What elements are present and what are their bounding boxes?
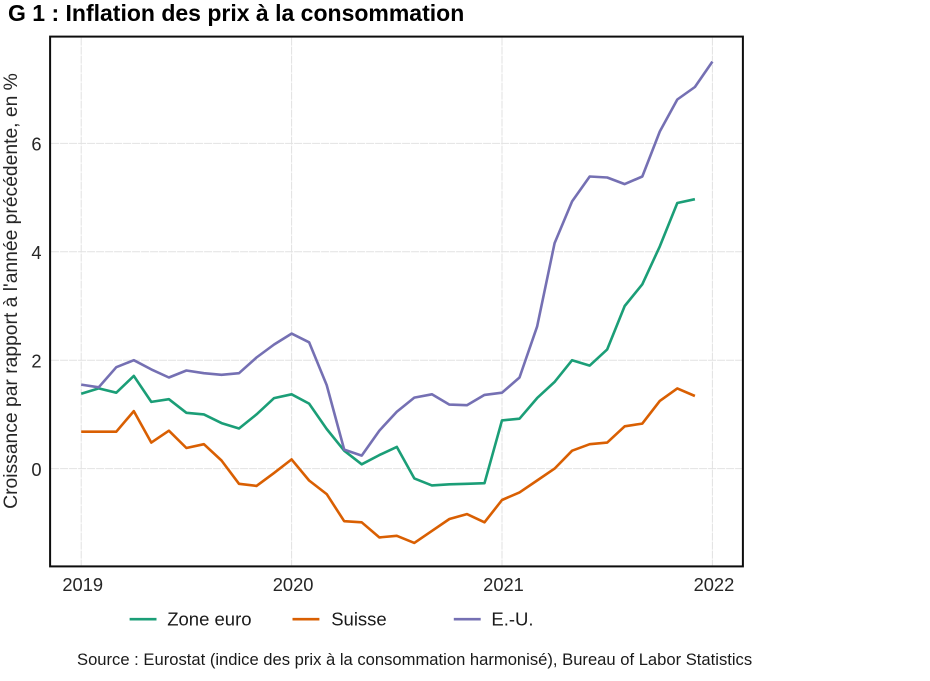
- svg-text:G 1 : Inflation des prix à la: G 1 : Inflation des prix à la consommati…: [8, 0, 464, 26]
- svg-text:Source : Eurostat (indice des: Source : Eurostat (indice des prix à la …: [77, 650, 752, 669]
- svg-text:6: 6: [31, 134, 41, 155]
- svg-text:2: 2: [31, 351, 41, 372]
- svg-text:0: 0: [31, 459, 41, 480]
- svg-text:2022: 2022: [694, 574, 735, 595]
- svg-text:Croissance par rapport à l'ann: Croissance par rapport à l'année précéde…: [1, 73, 22, 509]
- svg-text:Suisse: Suisse: [331, 609, 387, 630]
- svg-text:2020: 2020: [273, 574, 314, 595]
- svg-text:2019: 2019: [62, 574, 103, 595]
- svg-text:E.-U.: E.-U.: [491, 609, 533, 630]
- svg-text:Zone euro: Zone euro: [167, 609, 251, 630]
- svg-text:4: 4: [31, 242, 41, 263]
- svg-text:2021: 2021: [483, 574, 524, 595]
